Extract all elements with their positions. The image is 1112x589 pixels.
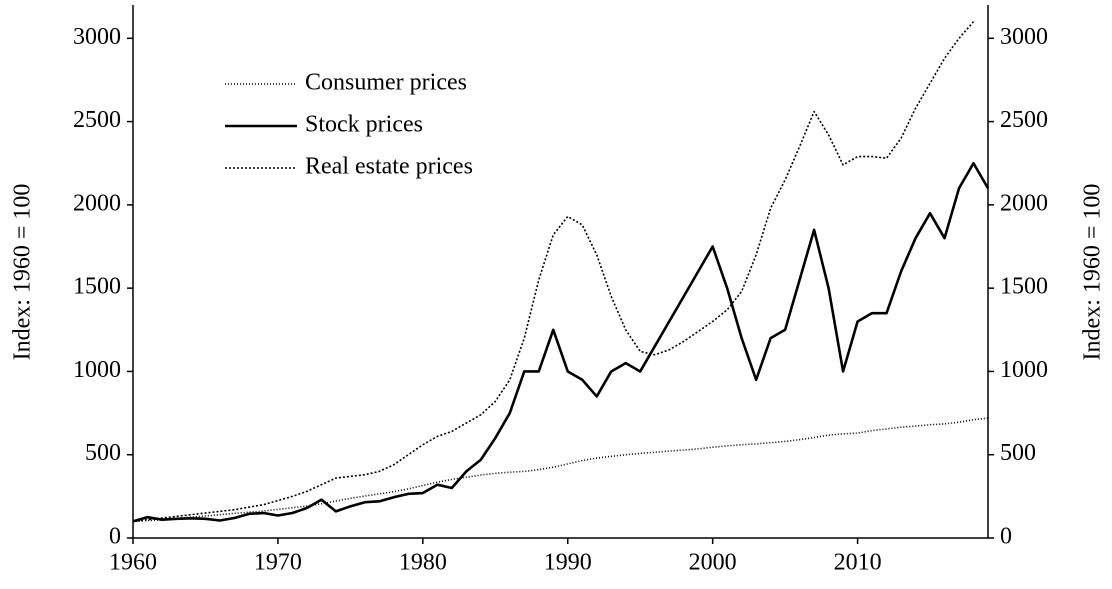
legend-label: Stock prices [305, 112, 423, 138]
y2-tick-label: 1500 [1000, 274, 1048, 300]
x-tick-label: 1980 [399, 550, 447, 576]
y-tick-label: 1000 [73, 357, 121, 383]
y-tick-label: 2500 [73, 107, 121, 133]
y2-tick-label: 2500 [1000, 107, 1048, 133]
y-tick-label: 0 [109, 524, 121, 550]
x-tick-label: 1970 [254, 550, 302, 576]
y-axis-label: Index: 1960 = 100 [10, 184, 36, 361]
series-line [132, 161, 990, 523]
y-tick-label: 3000 [73, 24, 121, 50]
x-tick-label: 1960 [109, 550, 157, 576]
y-tick-label: 1500 [73, 274, 121, 300]
x-tick-label: 2010 [834, 550, 882, 576]
y2-tick-label: 3000 [1000, 24, 1048, 50]
y2-tick-label: 1000 [1000, 357, 1048, 383]
x-tick-label: 1990 [544, 550, 592, 576]
y2-tick-label: 2000 [1000, 190, 1048, 216]
legend-label: Consumer prices [305, 70, 467, 96]
y2-tick-label: 0 [1000, 524, 1012, 550]
legend-label: Real estate prices [305, 154, 473, 180]
y2-axis-label: Index: 1960 = 100 [1080, 184, 1106, 361]
y2-tick-label: 500 [1000, 440, 1036, 466]
series-line [132, 21, 975, 523]
y-tick-label: 2000 [73, 190, 121, 216]
x-tick-label: 2000 [689, 550, 737, 576]
y-tick-label: 500 [85, 440, 121, 466]
